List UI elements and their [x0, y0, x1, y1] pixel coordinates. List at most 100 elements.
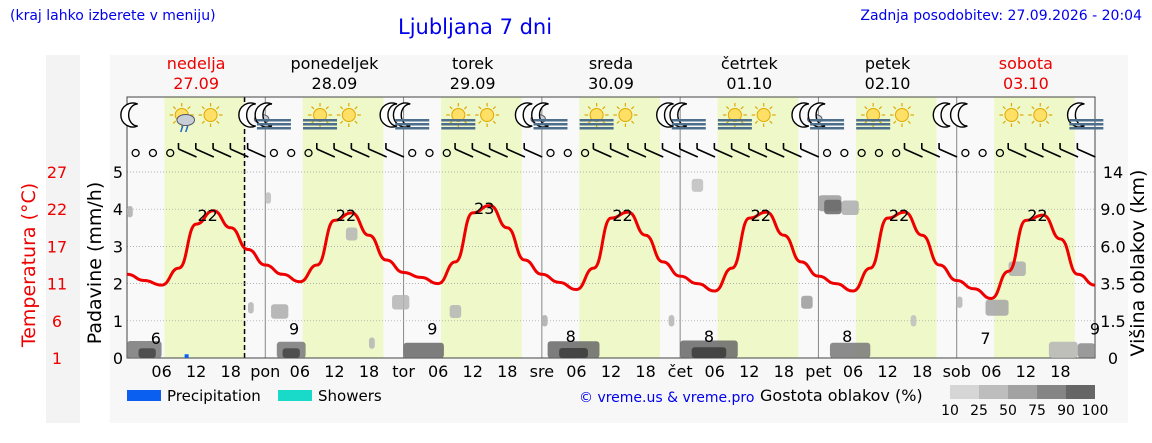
wind-calm-marker	[425, 148, 434, 158]
sun-ray	[492, 106, 497, 110]
day-name-label: ponedeljek	[290, 54, 379, 73]
fog-bar	[579, 123, 614, 126]
x-tick-label: 12	[186, 362, 206, 381]
x-tick-label: 06	[981, 362, 1001, 381]
wind-barb	[1025, 148, 1044, 158]
rain-drop	[180, 125, 184, 133]
precip-tick-label: 5	[113, 163, 123, 182]
last-updated: Zadnja posodobitev: 27.09.2026 - 20:04	[860, 8, 1142, 24]
sun-ray	[1002, 106, 1006, 110]
fog-bar	[533, 123, 568, 126]
fog-bar	[395, 123, 430, 126]
wind-calm-marker	[892, 148, 901, 158]
sun-disc	[756, 108, 771, 122]
x-tick-label: 12	[324, 362, 344, 381]
cloud-density-swatch	[979, 385, 1008, 399]
wind-barb	[904, 148, 923, 158]
temp-tick-label: 1	[52, 349, 62, 368]
fog-bar	[856, 119, 891, 122]
fog-bar	[1069, 127, 1104, 130]
fog-bar	[717, 127, 752, 130]
x-tick-label: 06	[428, 362, 448, 381]
wind-barb	[316, 148, 336, 158]
fog-bar	[395, 119, 430, 122]
daylight-band	[302, 97, 384, 358]
cloud-density-patch	[449, 305, 462, 318]
precip-tick-label: 1	[113, 312, 123, 331]
cloud-density-swatch	[1037, 385, 1066, 399]
temp-min-label: 8	[842, 327, 852, 346]
wind-calm-marker	[840, 148, 849, 158]
sun-fog-icon	[717, 103, 752, 130]
cloud-density-patch	[369, 337, 375, 349]
cloud-height-tick-label: 0	[1108, 349, 1118, 368]
sun-ray	[878, 106, 883, 110]
temperature-line	[126, 203, 1096, 300]
fog-bar	[717, 119, 752, 122]
wind-calm-marker	[857, 148, 866, 158]
fog-bar	[1069, 119, 1104, 122]
x-tick-label: 06	[705, 362, 725, 381]
wind-barb	[714, 148, 733, 158]
day-name-label: petek	[865, 54, 911, 73]
sun-ray	[769, 120, 773, 124]
sun-icon	[475, 103, 500, 127]
cloud-density-patch	[271, 304, 289, 319]
fog-bar	[579, 119, 614, 122]
x-tick-label: sre	[530, 362, 554, 381]
cloud-density-patch	[559, 348, 588, 358]
cloud-density-patch	[541, 315, 548, 327]
temp-tick-label: 6	[52, 312, 62, 331]
wind-calm-marker	[874, 148, 884, 158]
cloud-density-patch	[345, 227, 358, 241]
moon-icon	[120, 102, 138, 128]
wind-barb	[938, 148, 958, 158]
moon-crescent	[379, 102, 398, 128]
sun-ray	[907, 120, 911, 124]
sun-ray	[616, 120, 620, 124]
sun-ray	[587, 106, 592, 110]
wind-barb	[921, 148, 941, 158]
cloud-height-axis-title: Višina oblakov (km)	[1127, 170, 1149, 357]
x-tick-label: 18	[221, 362, 241, 381]
sun-ray	[630, 120, 635, 124]
fog-bar	[671, 123, 706, 126]
sun-ray	[1017, 120, 1021, 124]
sun-ray	[725, 106, 730, 110]
sun-disc	[480, 108, 495, 122]
temp-tick-label: 22	[47, 200, 67, 219]
moon-crescent	[656, 102, 674, 128]
credit-link: © vreme.us & vreme.pro	[579, 390, 754, 406]
day-date-label: 29.09	[450, 74, 496, 93]
wind-barb	[212, 148, 232, 158]
temp-max-label: 22	[1027, 206, 1047, 225]
rain-drop	[185, 125, 189, 133]
x-tick-label: 06	[151, 362, 171, 381]
region-select-hint[interactable]: (kraj lahko izberete v meniju)	[10, 8, 216, 24]
cloud-density-tick: 90	[1057, 403, 1075, 419]
fog-bar	[256, 123, 291, 126]
temp-max-label: 22	[612, 206, 632, 225]
fog-bar	[810, 127, 845, 130]
wind-barb	[800, 148, 820, 158]
x-tick-label: pet	[805, 362, 831, 381]
sun-disc	[203, 108, 218, 122]
fog-bar	[671, 127, 706, 130]
wind-barb	[523, 148, 543, 158]
precipitation-legend-swatch	[127, 390, 161, 401]
sun-ray	[339, 106, 344, 110]
fog-bar	[256, 127, 291, 130]
sun-ray	[630, 106, 635, 110]
sun-icon	[751, 103, 776, 127]
plot-frame	[126, 96, 1096, 359]
wind-barb	[472, 148, 491, 158]
sun-fog-icon	[856, 103, 891, 130]
wind-barb	[696, 148, 716, 158]
sun-ray	[463, 106, 468, 110]
fog-bar	[810, 119, 845, 122]
wind-calm-marker	[131, 148, 140, 158]
x-tick-label: čet	[668, 362, 693, 381]
cloud-density-patch	[138, 348, 156, 358]
sun-ray	[311, 106, 315, 110]
wind-calm-marker	[546, 148, 555, 158]
